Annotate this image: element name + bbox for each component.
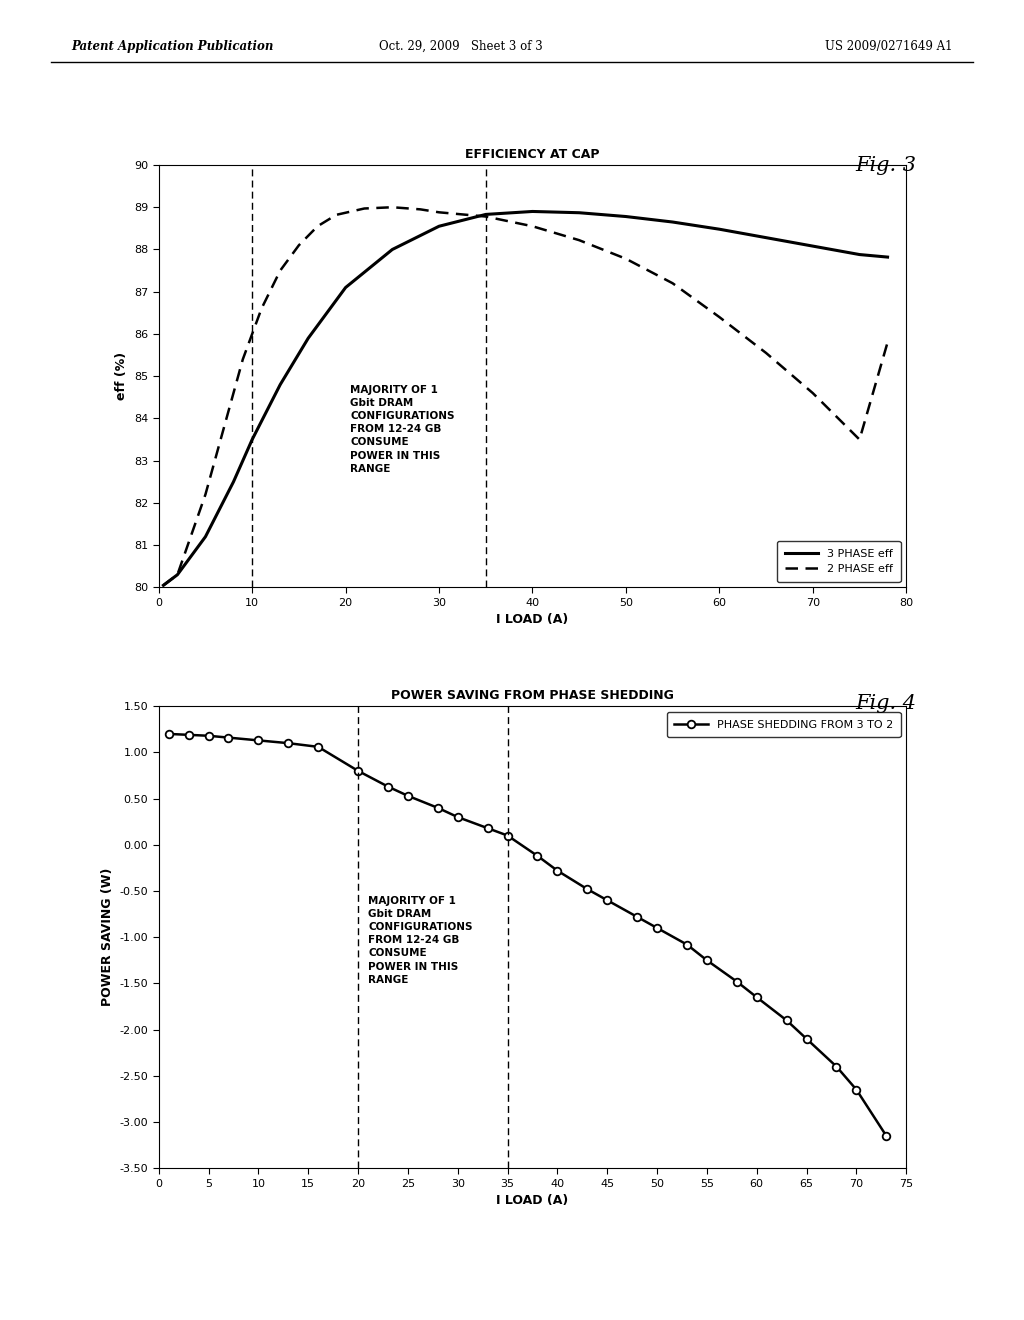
Y-axis label: POWER SAVING (W): POWER SAVING (W) [101,869,114,1006]
Legend: PHASE SHEDDING FROM 3 TO 2: PHASE SHEDDING FROM 3 TO 2 [667,711,901,738]
Text: Fig. 3: Fig. 3 [855,156,916,174]
Text: US 2009/0271649 A1: US 2009/0271649 A1 [824,40,952,53]
Text: Oct. 29, 2009   Sheet 3 of 3: Oct. 29, 2009 Sheet 3 of 3 [379,40,543,53]
Title: EFFICIENCY AT CAP: EFFICIENCY AT CAP [465,148,600,161]
Text: Patent Application Publication: Patent Application Publication [72,40,274,53]
Text: Fig. 4: Fig. 4 [855,694,916,713]
Text: MAJORITY OF 1
Gbit DRAM
CONFIGURATIONS
FROM 12-24 GB
CONSUME
POWER IN THIS
RANGE: MAJORITY OF 1 Gbit DRAM CONFIGURATIONS F… [368,895,472,985]
Title: POWER SAVING FROM PHASE SHEDDING: POWER SAVING FROM PHASE SHEDDING [391,689,674,702]
Y-axis label: eff (%): eff (%) [116,352,128,400]
Text: MAJORITY OF 1
Gbit DRAM
CONFIGURATIONS
FROM 12-24 GB
CONSUME
POWER IN THIS
RANGE: MAJORITY OF 1 Gbit DRAM CONFIGURATIONS F… [350,384,455,474]
Legend: 3 PHASE eff, 2 PHASE eff: 3 PHASE eff, 2 PHASE eff [777,541,901,582]
X-axis label: I LOAD (A): I LOAD (A) [497,1195,568,1208]
X-axis label: I LOAD (A): I LOAD (A) [497,614,568,627]
